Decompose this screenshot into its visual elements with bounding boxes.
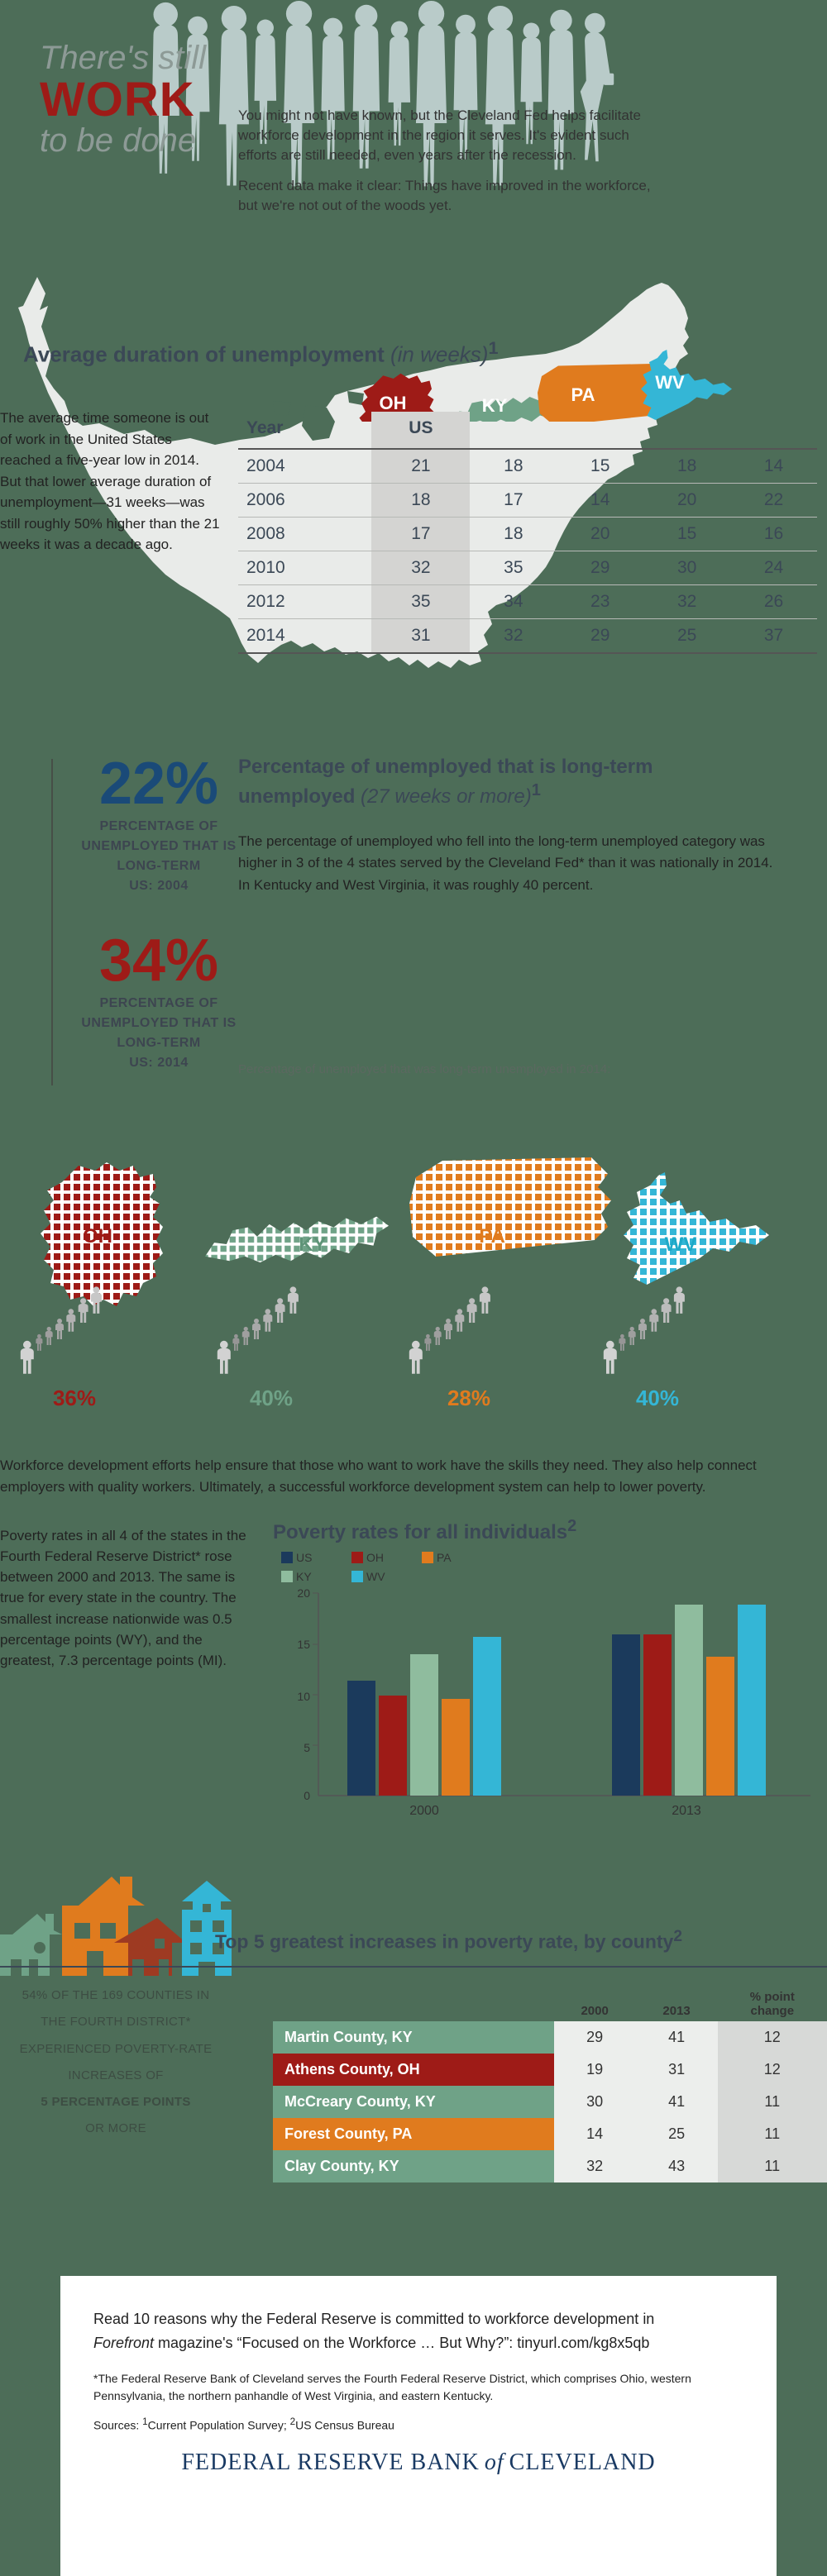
svg-text:OH: OH <box>380 393 407 413</box>
svg-text:WV: WV <box>366 1570 385 1583</box>
svg-text:15: 15 <box>297 1638 310 1651</box>
svg-text:US: US <box>296 1551 312 1564</box>
svg-text:WV: WV <box>655 372 685 393</box>
svg-text:40%: 40% <box>636 1386 679 1410</box>
svg-text:PA: PA <box>479 1225 505 1247</box>
svg-text:5: 5 <box>304 1741 310 1754</box>
svg-text:28%: 28% <box>447 1386 490 1410</box>
svg-text:KY: KY <box>296 1570 312 1583</box>
svg-text:WV: WV <box>665 1233 697 1256</box>
svg-text:2000: 2000 <box>409 1804 439 1818</box>
svg-text:36%: 36% <box>53 1386 96 1410</box>
svg-text:KY: KY <box>299 1233 326 1256</box>
svg-text:2013: 2013 <box>672 1804 701 1818</box>
svg-text:10: 10 <box>297 1690 310 1703</box>
svg-text:PA: PA <box>571 384 595 405</box>
svg-text:OH: OH <box>366 1551 384 1564</box>
svg-text:PA: PA <box>437 1551 452 1564</box>
svg-text:0: 0 <box>304 1789 310 1802</box>
svg-text:OH: OH <box>83 1225 112 1247</box>
svg-text:20: 20 <box>297 1586 310 1600</box>
svg-text:40%: 40% <box>250 1386 293 1410</box>
